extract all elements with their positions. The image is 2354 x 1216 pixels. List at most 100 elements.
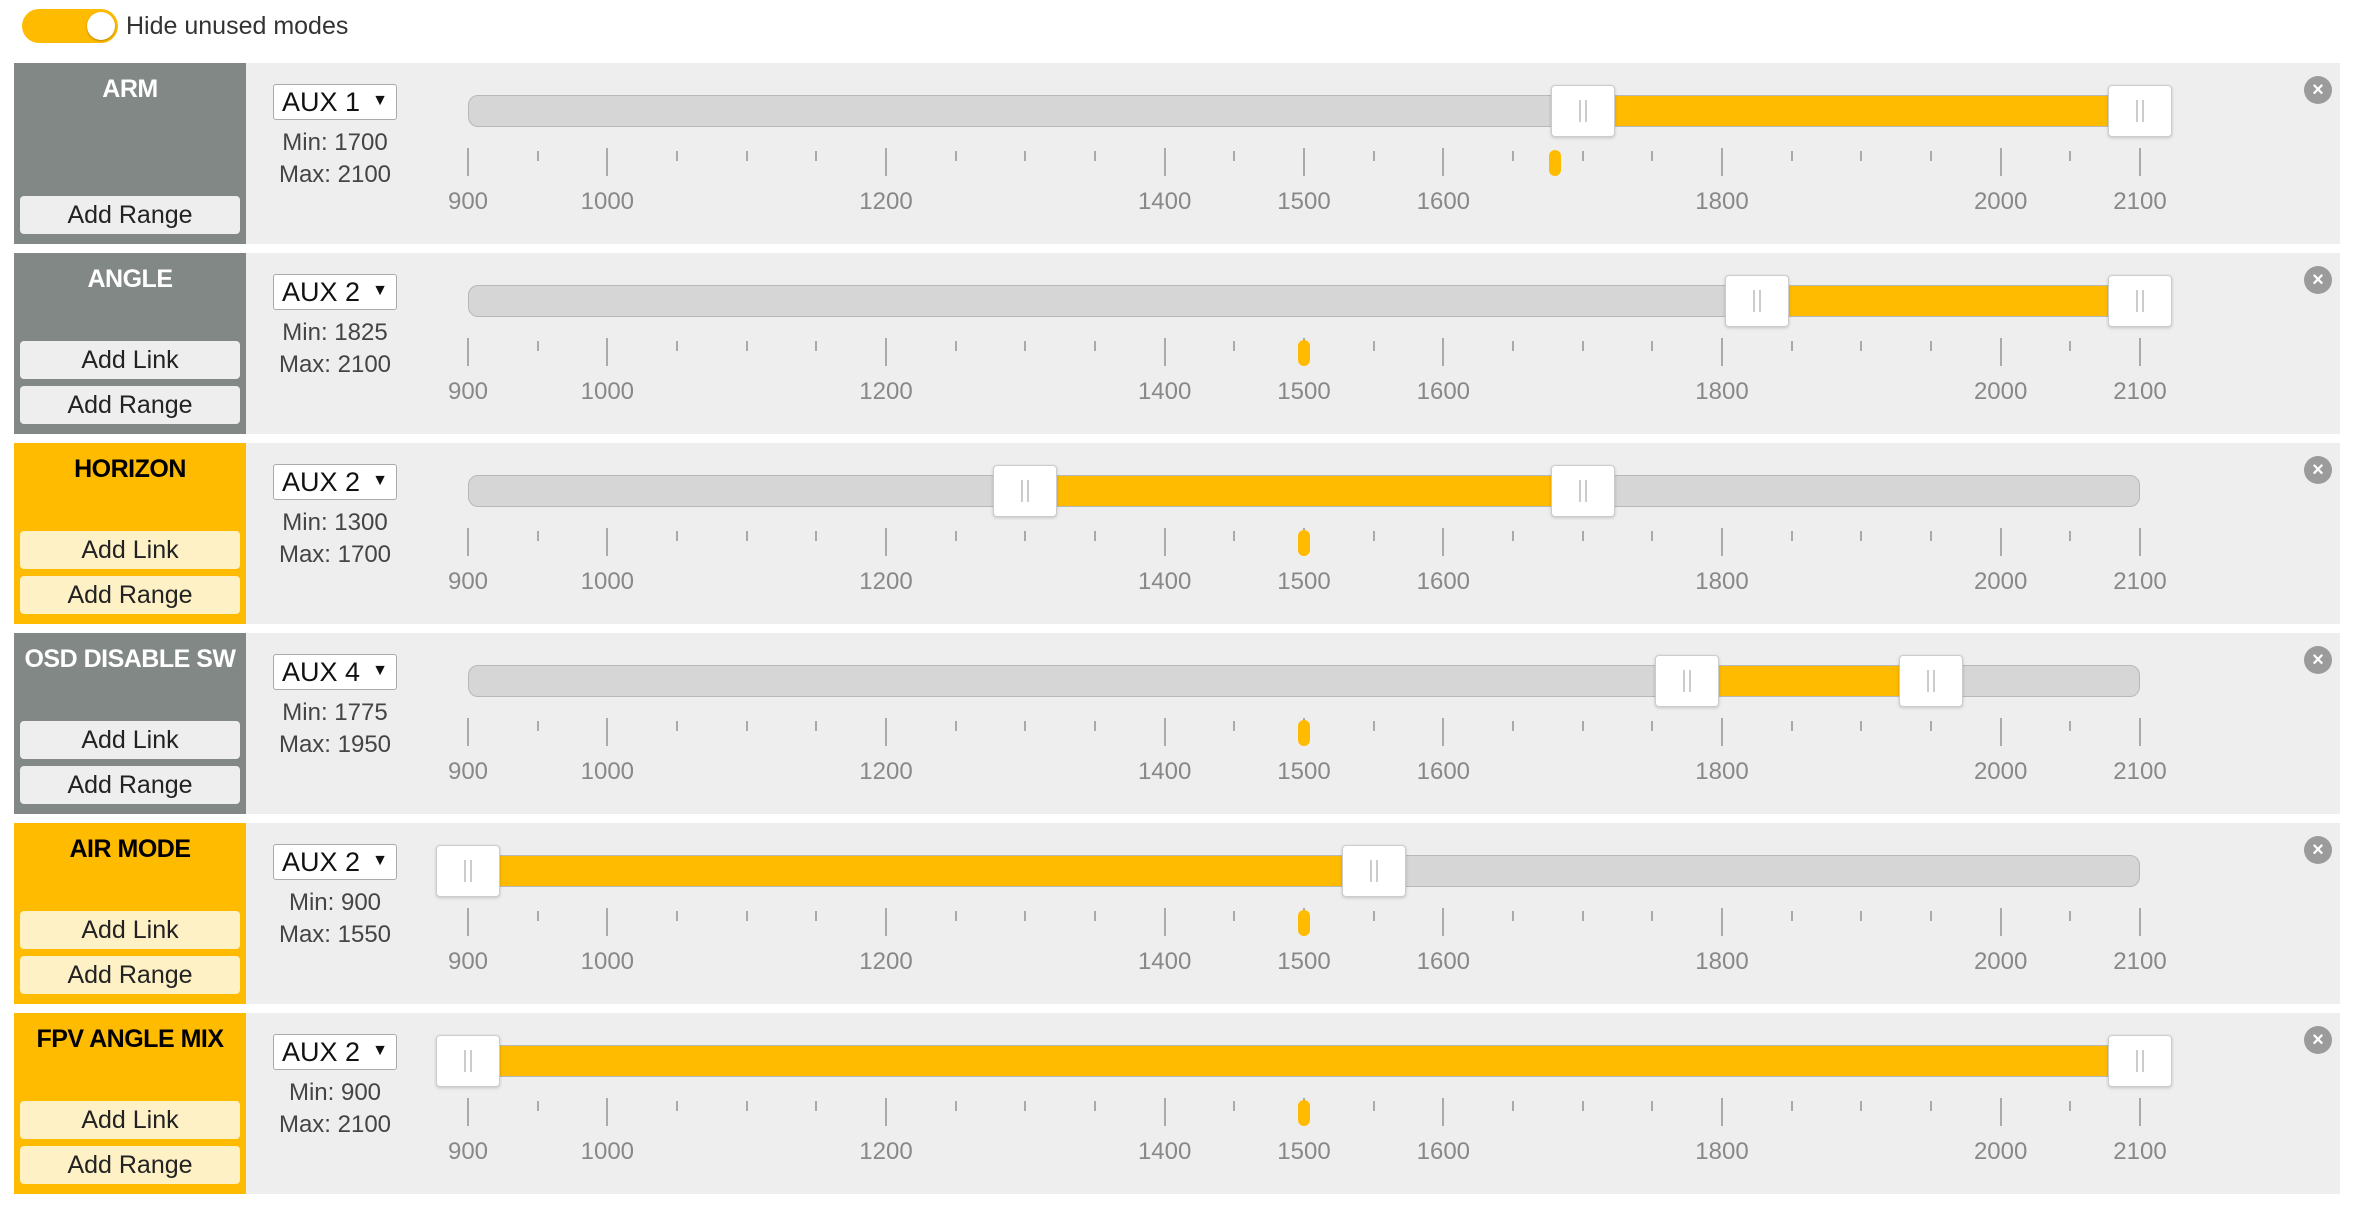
tick-label: 1000 <box>580 378 635 405</box>
caret-down-icon: ▼ <box>372 852 388 869</box>
tick-major <box>1721 1098 1723 1126</box>
tick-minor <box>745 1101 748 1111</box>
tick-major <box>1721 148 1723 176</box>
tick-minor <box>1581 341 1584 351</box>
tick-minor <box>1024 151 1027 161</box>
add-range-button[interactable]: Add Range <box>20 766 240 804</box>
range-max-text: Max: 2100 <box>278 161 392 188</box>
tick-minor <box>536 151 539 161</box>
tick-minor <box>676 1101 678 1111</box>
tick-minor <box>745 341 748 351</box>
range-max-handle[interactable] <box>2108 1035 2172 1087</box>
tick-label: 1600 <box>1416 1138 1471 1165</box>
tick-minor <box>954 911 957 921</box>
range-min-handle[interactable] <box>436 1035 500 1087</box>
tick-minor <box>1233 1101 1236 1111</box>
add-range-button[interactable]: Add Range <box>20 386 240 424</box>
channel-value-marker <box>1298 1100 1310 1126</box>
range-max-handle[interactable] <box>1550 465 1615 517</box>
tick-minor <box>745 721 748 731</box>
tick-major <box>885 718 887 746</box>
range-min-text: Min: 1300 <box>282 509 388 536</box>
add-range-button[interactable]: Add Range <box>20 576 240 614</box>
range-min-handle[interactable] <box>1550 85 1615 137</box>
tick-label: 2100 <box>2113 378 2167 405</box>
remove-range-icon[interactable]: × <box>2304 1026 2332 1054</box>
aux-channel-select[interactable]: AUX 2 ▼ <box>273 274 397 310</box>
tick-label: 1200 <box>859 188 913 215</box>
tick-major <box>1442 528 1445 556</box>
remove-range-icon[interactable]: × <box>2304 266 2332 294</box>
remove-range-icon[interactable]: × <box>2304 76 2332 104</box>
tick-minor <box>1372 1101 1375 1111</box>
aux-channel-value: AUX 4 <box>282 656 361 687</box>
aux-channel-value: AUX 2 <box>282 276 361 307</box>
aux-channel-select[interactable]: AUX 4 ▼ <box>273 654 397 690</box>
tick-minor <box>954 1101 957 1111</box>
mode-name: HORIZON <box>74 455 186 483</box>
tick-label: 1000 <box>580 188 635 215</box>
tick-label: 1200 <box>859 378 913 405</box>
tick-major <box>2139 528 2141 556</box>
tick-label: 1800 <box>1695 568 1749 595</box>
tick-label: 1500 <box>1277 568 1331 595</box>
range-min-handle[interactable] <box>436 845 500 897</box>
mode-name: FPV ANGLE MIX <box>36 1025 224 1053</box>
remove-range-icon[interactable]: × <box>2304 646 2332 674</box>
add-link-button[interactable]: Add Link <box>20 721 240 759</box>
tick-major <box>467 718 469 746</box>
aux-channel-value: AUX 1 <box>282 86 361 117</box>
range-min-text: Min: 900 <box>288 1079 382 1106</box>
add-range-button[interactable]: Add Range <box>20 196 240 234</box>
tick-label: 1600 <box>1416 378 1471 405</box>
tick-minor <box>954 531 957 541</box>
tick-major <box>1303 148 1305 176</box>
tick-label: 1400 <box>1137 188 1192 215</box>
range-slider-fill <box>468 856 1374 886</box>
add-link-button[interactable]: Add Link <box>20 531 240 569</box>
tick-label: 900 <box>447 568 489 595</box>
aux-channel-select[interactable]: AUX 2 ▼ <box>273 844 397 880</box>
add-link-button[interactable]: Add Link <box>20 341 240 379</box>
tick-label: 2000 <box>1973 948 2028 975</box>
tick-major <box>606 528 609 556</box>
add-range-button[interactable]: Add Range <box>20 956 240 994</box>
tick-minor <box>1930 531 1932 541</box>
tick-minor <box>1094 911 1096 921</box>
add-link-button[interactable]: Add Link <box>20 1101 240 1139</box>
tick-minor <box>1790 531 1793 541</box>
mode-row: ANGLE Add Link Add Range AUX 2 ▼ Min: 1825 Max… <box>14 253 2340 434</box>
remove-range-icon[interactable]: × <box>2304 836 2332 864</box>
range-slider-fill <box>1582 96 2140 126</box>
hide-unused-modes-toggle[interactable] <box>22 9 118 43</box>
aux-channel-select[interactable]: AUX 2 ▼ <box>273 464 397 500</box>
range-max-handle[interactable] <box>2108 85 2172 137</box>
tick-major <box>2139 1098 2141 1126</box>
range-max-handle[interactable] <box>1899 655 1963 707</box>
range-min-handle[interactable] <box>1724 275 1789 327</box>
tick-minor <box>1094 531 1096 541</box>
add-link-button[interactable]: Add Link <box>20 911 240 949</box>
aux-channel-select[interactable]: AUX 1 ▼ <box>273 84 397 120</box>
tick-minor <box>536 911 539 921</box>
range-max-handle[interactable] <box>2108 275 2172 327</box>
aux-channel-select[interactable]: AUX 2 ▼ <box>273 1034 397 1070</box>
tick-label: 900 <box>447 378 489 405</box>
add-range-button[interactable]: Add Range <box>20 1146 240 1184</box>
tick-major <box>1163 718 1166 746</box>
range-max-handle[interactable] <box>1341 845 1406 897</box>
tick-minor <box>2069 151 2072 161</box>
tick-minor <box>536 721 539 731</box>
tick-major <box>1999 718 2002 746</box>
tick-minor <box>1233 531 1236 541</box>
tick-label: 1800 <box>1695 378 1749 405</box>
remove-range-icon[interactable]: × <box>2304 456 2332 484</box>
range-slider-fill <box>1025 476 1583 506</box>
tick-major <box>1163 338 1166 366</box>
mode-row: OSD DISABLE SW Add Link Add Range AUX 4 ▼ Min… <box>14 633 2340 814</box>
tick-minor <box>1860 531 1863 541</box>
range-min-handle[interactable] <box>1655 655 1720 707</box>
range-min-handle[interactable] <box>993 465 1058 517</box>
tick-major <box>1999 338 2002 366</box>
tick-minor <box>1233 151 1236 161</box>
